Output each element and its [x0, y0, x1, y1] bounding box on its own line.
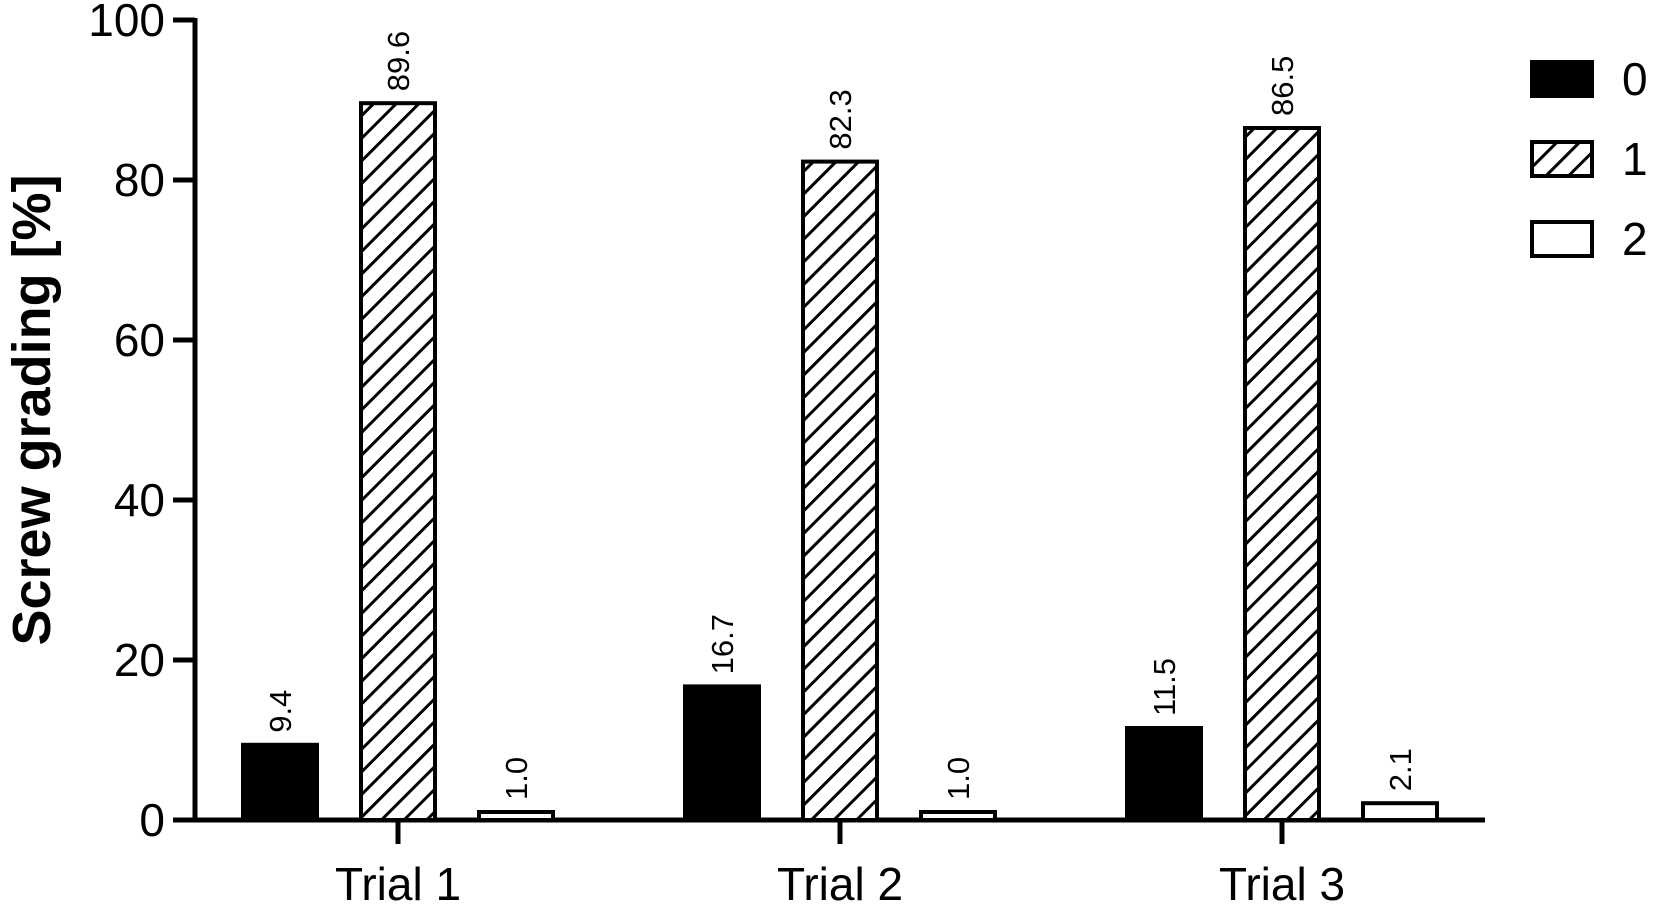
- y-tick-label: 80: [114, 154, 165, 206]
- bar-series-1: [801, 159, 879, 823]
- y-tick-label: 20: [114, 634, 165, 686]
- bar-series-1: [359, 101, 437, 822]
- y-tick-label: 60: [114, 314, 165, 366]
- legend-label-0: 0: [1622, 53, 1648, 105]
- data-label: 16.7: [705, 614, 740, 674]
- x-tick-label: Trial 3: [1219, 858, 1345, 904]
- y-tick-label: 40: [114, 474, 165, 526]
- data-label: 9.4: [263, 690, 298, 733]
- data-label: 2.1: [1383, 748, 1418, 791]
- legend-label-2: 2: [1622, 213, 1648, 265]
- data-label: 1.0: [941, 757, 976, 800]
- bar-series-0: [683, 684, 761, 823]
- x-tick-label: Trial 1: [335, 858, 461, 904]
- legend-swatch-0: [1530, 60, 1594, 98]
- bar-series-1: [1243, 126, 1321, 822]
- bar-series-0: [241, 742, 319, 822]
- data-label: 11.5: [1147, 658, 1182, 716]
- legend-swatch-1: [1530, 140, 1594, 178]
- data-label: 89.6: [381, 31, 416, 91]
- data-label: 86.5: [1265, 56, 1300, 116]
- y-tick-label: 0: [139, 794, 165, 846]
- bar-series-0: [1125, 726, 1203, 822]
- y-tick-label: 100: [88, 0, 165, 46]
- bar-series-2: [477, 810, 555, 822]
- data-label: 82.3: [823, 89, 858, 149]
- x-tick-label: Trial 2: [777, 858, 903, 904]
- legend-label-1: 1: [1622, 133, 1648, 185]
- legend-swatch-2: [1530, 220, 1594, 258]
- y-axis-title: Screw grading [%]: [2, 174, 62, 645]
- data-label: 1.0: [499, 757, 534, 800]
- bar-series-2: [919, 810, 997, 822]
- bar-series-2: [1361, 801, 1439, 823]
